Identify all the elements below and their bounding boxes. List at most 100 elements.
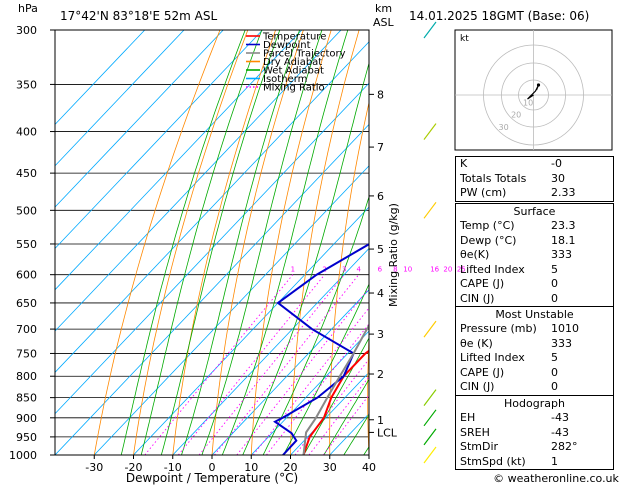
surface-table: Surface Temp (°C) 23.3 Dewp (°C) 18.1 θe(K) 3… xyxy=(455,203,614,307)
mixing-ratio-axis-label: Mixing Ratio (g/kg) xyxy=(387,203,400,307)
hodograph-trace xyxy=(527,84,540,100)
isotherm xyxy=(55,30,264,250)
hodograph-ring-label: 10 xyxy=(523,99,533,108)
index-row: K -0 xyxy=(456,157,613,172)
hodograph-unit: kt xyxy=(460,34,469,44)
height-tick-label: 7 xyxy=(377,141,384,154)
pressure-tick-label: 550 xyxy=(16,238,37,251)
pressure-tick-label: 600 xyxy=(16,269,37,282)
temp-tick-label: 40 xyxy=(362,461,376,474)
wet-adiabat xyxy=(201,30,323,455)
most-unstable-value: 333 xyxy=(551,336,572,350)
copyright: © weatheronline.co.uk xyxy=(493,472,619,485)
surface-label: CIN (J) xyxy=(460,291,495,305)
hodograph-stat-value: -43 xyxy=(551,411,569,424)
plot-frame xyxy=(54,29,370,456)
isotherm xyxy=(55,41,369,373)
surface-title: Surface xyxy=(513,205,556,218)
most-unstable-table: Most Unstable Pressure (mb) 1010 θe (K) 333… xyxy=(455,306,614,396)
isotherm xyxy=(55,82,369,415)
dry-adiabat xyxy=(367,329,369,455)
hodograph-storm-motion xyxy=(536,83,541,87)
hodograph-stat-row: StmDir 282° xyxy=(456,440,613,455)
pressure-tick-label: 800 xyxy=(16,370,37,383)
mixing-ratio-label: 4 xyxy=(356,266,361,274)
dry-adiabat xyxy=(250,30,332,455)
mixing-ratio-label: 16 xyxy=(430,266,439,274)
pressure-tick-label: 400 xyxy=(16,126,37,139)
hodograph-stat-label: SREH xyxy=(460,425,490,439)
most-unstable-value: 1010 xyxy=(551,322,579,335)
most-unstable-label: Lifted Index xyxy=(460,351,525,364)
surface-row: Dewp (°C) 18.1 xyxy=(456,234,613,249)
mixing-ratio-line xyxy=(214,274,360,455)
isotherm xyxy=(93,165,369,455)
temp-tick-label: -10 xyxy=(164,461,182,474)
legend-label: Dry Adiabat xyxy=(263,57,322,68)
legend-label: Parcel Trajectory xyxy=(263,49,346,60)
temp-tick-label: -20 xyxy=(125,461,143,474)
wind-barb xyxy=(423,21,437,39)
pressure-tick-label: 750 xyxy=(16,347,37,360)
pressure-tick-label: 900 xyxy=(16,412,37,425)
wind-barb xyxy=(423,428,437,446)
surface-label: θe(K) xyxy=(460,248,490,261)
isotherm xyxy=(55,30,342,332)
mixing-ratio-label: 10 xyxy=(403,266,412,274)
isotherm xyxy=(132,206,369,455)
height-tick-label: LCL xyxy=(377,426,398,439)
dry-adiabat xyxy=(172,30,277,455)
hodograph-ring-label: 20 xyxy=(511,110,521,119)
most-unstable-row: CAPE (J) 0 xyxy=(456,366,613,381)
mixing-ratio-label: 1 xyxy=(291,266,295,274)
temp-tick-label: 10 xyxy=(244,461,258,474)
surface-label: Temp (°C) xyxy=(460,219,515,232)
surface-value: 18.1 xyxy=(551,233,576,247)
hodograph-stat-value: -43 xyxy=(551,425,569,439)
pressure-tick-label: 1000 xyxy=(9,449,37,462)
hodograph-stat-row: SREH -43 xyxy=(456,426,613,441)
dry-adiabat xyxy=(329,100,369,455)
wet-adiabat xyxy=(303,337,369,455)
wet-adiabat xyxy=(343,413,369,455)
wind-barb xyxy=(423,123,437,140)
height-tick-label: 2 xyxy=(377,368,384,381)
surface-label: Lifted Index xyxy=(460,262,525,276)
pressure-tick-label: 950 xyxy=(16,431,37,444)
hodograph-stat-label: EH xyxy=(460,411,476,424)
hodograph-stat-value: 1 xyxy=(551,454,558,468)
series-parcel-trajectory xyxy=(302,323,369,455)
index-row: Totals Totals 30 xyxy=(456,172,613,187)
index-value: -0 xyxy=(551,157,562,170)
isotherm xyxy=(55,30,224,208)
legend-label: Dewpoint xyxy=(263,40,311,51)
surface-value: 23.3 xyxy=(551,219,576,232)
index-value: 30 xyxy=(551,171,565,185)
valid-time: 14.01.2025 18GMT (Base: 06) xyxy=(409,9,589,23)
pressure-tick-label: 500 xyxy=(16,204,37,217)
surface-row: Temp (°C) 23.3 xyxy=(456,219,613,234)
dry-adiabat xyxy=(211,30,304,455)
location-label: 17°42'N 83°18'E 52m ASL xyxy=(60,9,217,23)
mixing-ratio-line xyxy=(198,274,345,455)
surface-row: θe(K) 333 xyxy=(456,248,613,263)
isotherm xyxy=(250,330,369,455)
most-unstable-label: CAPE (J) xyxy=(460,365,505,379)
hodograph-stat-label: StmSpd (kt) xyxy=(460,454,526,468)
most-unstable-row: θe (K) 333 xyxy=(456,337,613,352)
mixing-ratio-label: 8 xyxy=(393,266,397,274)
surface-label: CAPE (J) xyxy=(460,277,505,290)
most-unstable-value: 0 xyxy=(551,380,558,393)
wind-barb xyxy=(423,409,437,427)
axis-layer: 3003504004505005506006507007508008509009… xyxy=(9,24,398,474)
mixing-ratio-label: 6 xyxy=(378,266,383,274)
height-tick-label: 5 xyxy=(377,243,384,256)
series-layer xyxy=(273,242,369,455)
hodograph-stat-row: StmSpd (kt) 1 xyxy=(456,455,613,470)
surface-value: 0 xyxy=(551,291,558,305)
most-unstable-label: θe (K) xyxy=(460,336,493,350)
index-label: K xyxy=(460,157,468,170)
most-unstable-title: Most Unstable xyxy=(495,308,574,321)
